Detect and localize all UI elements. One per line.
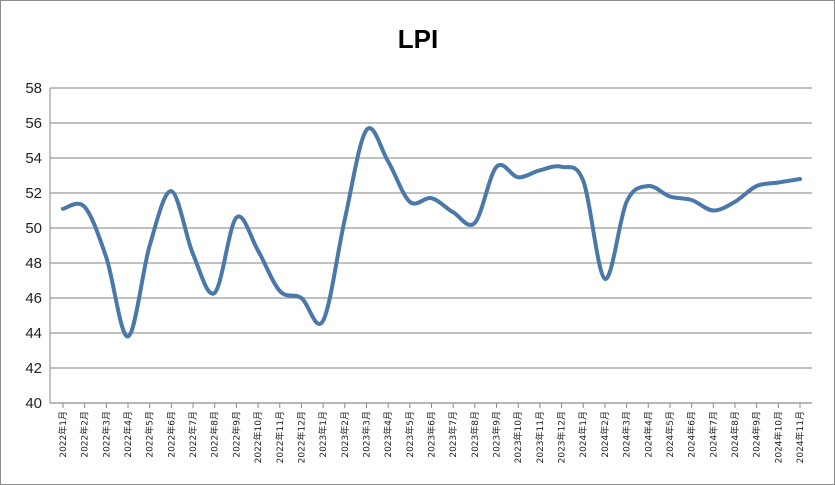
data-point — [408, 200, 412, 204]
x-tick-label: 2022年5月 — [144, 411, 156, 458]
x-tick-label: 2022年6月 — [165, 411, 177, 458]
lpi-series-line — [61, 126, 802, 339]
x-tick-label: 2024年4月 — [642, 411, 654, 458]
y-tick-label: 54 — [25, 150, 42, 167]
x-tick-label: 2022年3月 — [100, 411, 112, 458]
series-lpi — [61, 126, 802, 339]
data-point — [234, 216, 238, 220]
x-tick-label: 2022年8月 — [209, 411, 221, 458]
data-point — [386, 160, 390, 164]
data-point — [256, 249, 260, 253]
y-tick-label: 40 — [25, 395, 42, 412]
data-point — [191, 252, 195, 256]
x-tick-label: 2023年6月 — [426, 411, 438, 458]
data-point — [278, 289, 282, 293]
x-tick-label: 2023年1月 — [317, 411, 329, 458]
data-point — [603, 277, 607, 281]
x-tick-label: 2024年3月 — [621, 411, 633, 458]
data-point — [798, 177, 802, 181]
x-tick-label: 2024年5月 — [664, 411, 676, 458]
gridlines — [49, 87, 812, 404]
x-tick-label: 2024年9月 — [751, 411, 763, 458]
x-tick-label: 2022年12月 — [295, 411, 307, 463]
chart-title: LPI — [398, 24, 438, 54]
data-point — [473, 221, 477, 225]
data-point — [625, 200, 629, 204]
y-tick-label: 48 — [25, 255, 42, 272]
data-point — [213, 291, 217, 295]
data-point — [755, 184, 759, 188]
data-point — [495, 165, 499, 169]
x-tick-label: 2022年11月 — [274, 411, 286, 463]
data-point — [538, 168, 542, 172]
x-tick-label: 2023年4月 — [382, 411, 394, 458]
x-tick-label: 2023年9月 — [491, 411, 503, 458]
y-tick-label: 46 — [25, 290, 42, 307]
x-tick-label: 2023年5月 — [404, 411, 416, 458]
y-tick-label: 44 — [25, 325, 42, 342]
data-point — [169, 189, 173, 193]
data-point — [711, 209, 715, 213]
data-point — [61, 207, 65, 211]
data-point — [343, 217, 347, 221]
data-point — [560, 165, 564, 169]
x-tick-label: 2024年7月 — [707, 411, 719, 458]
data-point — [516, 175, 520, 179]
data-point — [776, 181, 780, 185]
x-tick-label: 2023年8月 — [469, 411, 481, 458]
data-point — [451, 210, 455, 214]
x-tick-label: 2023年3月 — [360, 411, 372, 458]
y-axis-ticks: 40 42 44 46 48 50 52 54 56 58 — [25, 80, 42, 412]
data-point — [126, 335, 130, 339]
x-tick-label: 2023年12月 — [556, 411, 568, 463]
x-tick-label: 2023年2月 — [339, 411, 351, 458]
data-point — [148, 244, 152, 248]
y-tick-label: 58 — [25, 80, 42, 97]
data-point — [646, 184, 650, 188]
y-tick-label: 56 — [25, 115, 42, 132]
x-tick-label: 2024年1月 — [577, 411, 589, 458]
x-tick-label: 2022年9月 — [230, 411, 242, 458]
data-point — [581, 179, 585, 183]
data-point — [299, 296, 303, 300]
x-tick-label: 2022年4月 — [122, 411, 134, 458]
y-tick-label: 42 — [25, 360, 42, 377]
x-tick-label: 2024年2月 — [599, 411, 611, 458]
data-point — [104, 256, 108, 260]
x-tick-label: 2023年7月 — [447, 411, 459, 458]
x-tick-label: 2024年10月 — [772, 411, 784, 463]
x-tick-label: 2023年11月 — [534, 411, 546, 463]
data-point — [321, 319, 325, 323]
data-point — [83, 205, 87, 209]
x-tick-label: 2022年7月 — [187, 411, 199, 458]
x-tick-label: 2023年10月 — [512, 411, 524, 463]
x-tick-label: 2022年2月 — [79, 411, 91, 458]
x-tick-label: 2024年6月 — [686, 411, 698, 458]
y-tick-label: 50 — [25, 220, 42, 237]
x-tick-label: 2022年10月 — [252, 411, 264, 463]
x-tick-label: 2022年1月 — [57, 411, 69, 458]
data-point — [364, 128, 368, 132]
data-point — [668, 195, 672, 199]
x-tick-label: 2024年8月 — [729, 411, 741, 458]
data-point — [430, 196, 434, 200]
data-point — [733, 200, 737, 204]
x-tick-label: 2024年11月 — [794, 411, 806, 463]
x-axis-ticks: 2022年1月 2022年2月 2022年3月 2022年4月 2022年5月 2022年… — [57, 403, 806, 463]
y-tick-label: 52 — [25, 185, 42, 202]
data-point — [690, 198, 694, 202]
